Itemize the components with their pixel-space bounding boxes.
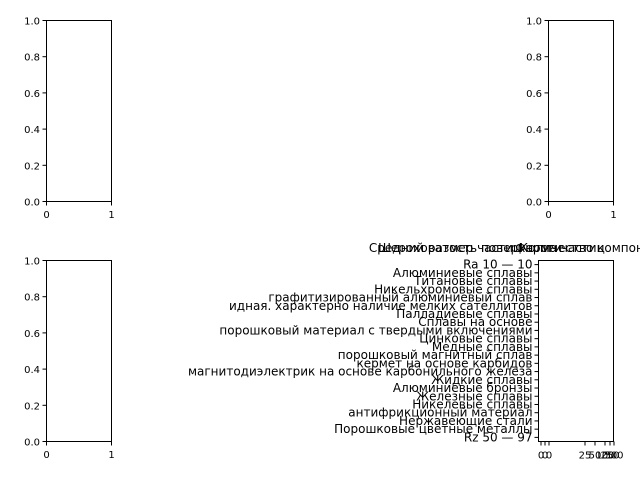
y-tick-label: кермет на основе карбидов bbox=[356, 356, 532, 370]
y-tick-label: 0.4 bbox=[24, 365, 40, 376]
x-tick-label: 500 bbox=[604, 451, 623, 462]
axes-top-right: 0 1 0.0 0.2 0.4 0.6 0.8 1.0 bbox=[526, 17, 617, 222]
y-tick-label: 0.2 bbox=[526, 161, 542, 172]
y-tick-label: 0.8 bbox=[24, 293, 40, 304]
y-tick-label: 0.0 bbox=[24, 198, 40, 209]
chart-titles: Средний размер частиц Шероховатость пове… bbox=[369, 241, 640, 255]
y-tick-label: 1.0 bbox=[24, 17, 40, 28]
y-tick-label: Цинковые сплавы bbox=[419, 332, 532, 346]
x-tick-label: 1 bbox=[108, 210, 114, 221]
y-tick-label: 0.6 bbox=[24, 89, 40, 100]
y-tick-labels: 0.0 0.2 0.4 0.6 0.8 1.0 bbox=[526, 17, 549, 209]
x-tick-label: 25 bbox=[579, 451, 592, 462]
x-tick-label: 0 bbox=[43, 210, 49, 221]
y-tick-label: идная. характерно наличие мелких сателли… bbox=[229, 299, 533, 313]
axes-frame bbox=[538, 260, 614, 442]
y-tick-label: 0.2 bbox=[24, 401, 40, 412]
y-tick-label: 0.0 bbox=[24, 438, 40, 449]
y-tick-label: Порошковые цветные металлы bbox=[334, 422, 532, 436]
y-tick-label: 0.4 bbox=[526, 125, 542, 136]
y-tick-label: Нержавеющие стали bbox=[399, 414, 532, 428]
y-tick-label: Никелевые сплавы bbox=[412, 397, 532, 411]
y-tick-label: порошковый материал с твердыми включения… bbox=[219, 323, 532, 337]
y-tick-label: 0.8 bbox=[526, 53, 542, 64]
axes-bottom-left: 0 1 0.0 0.2 0.4 0.6 0.8 1.0 bbox=[24, 257, 115, 462]
axes-frame bbox=[548, 20, 614, 202]
y-tick-label: 1.0 bbox=[526, 17, 542, 28]
chart-title: Количество компонентов bbox=[520, 241, 640, 255]
chart-title: Форма частиц bbox=[515, 241, 605, 255]
x-tick-label: 0 bbox=[542, 451, 548, 462]
chart-title: Шероховатость поверхности bbox=[378, 241, 562, 255]
x-tick-label: 100 bbox=[595, 451, 614, 462]
y-tick-label: Сплавы на основе bbox=[418, 315, 532, 329]
y-tick-label: графитизированный алюминиевый сплав bbox=[268, 291, 532, 305]
x-tick-labels: 0 1 bbox=[43, 201, 115, 221]
x-tick-label: 0 bbox=[546, 451, 552, 462]
y-tick-label: Ra 10 — 10 bbox=[463, 258, 532, 272]
x-tick-labels: 0 1 bbox=[545, 201, 617, 221]
axes-top-left: 0 1 0.0 0.2 0.4 0.6 0.8 1.0 bbox=[24, 17, 115, 222]
y-tick-label: 0.6 bbox=[526, 89, 542, 100]
x-tick-label: 250 bbox=[600, 451, 619, 462]
y-tick-label: 0.4 bbox=[24, 125, 40, 136]
y-tick-label: Алюминиевые сплавы bbox=[393, 266, 533, 280]
y-tick-label: 0.6 bbox=[24, 329, 40, 340]
y-tick-label: Медные сплавы bbox=[432, 340, 533, 354]
y-tick-label: 0.0 bbox=[526, 198, 542, 209]
axes-frame bbox=[46, 260, 112, 442]
y-tick-label: Никельхромовые сплавы bbox=[374, 282, 532, 296]
y-tick-label: Rz 50 — 97 bbox=[464, 430, 533, 444]
y-tick-label: Алюминиевые бронзы bbox=[393, 381, 533, 395]
y-tick-label: порошковый магнитный сплав bbox=[338, 348, 533, 362]
y-tick-label: 0.2 bbox=[24, 161, 40, 172]
x-tick-label: 0 bbox=[43, 450, 49, 461]
x-tick-label: 0 bbox=[538, 451, 544, 462]
x-tick-labels: 0 1 bbox=[43, 441, 115, 461]
y-tick-label: 0.8 bbox=[24, 53, 40, 64]
y-tick-label: 1.0 bbox=[24, 257, 40, 268]
chart-title: Средний размер частиц bbox=[369, 241, 521, 255]
x-tick-label: 50 bbox=[589, 451, 602, 462]
axes-frame bbox=[46, 20, 112, 202]
x-tick-label: 0 bbox=[545, 210, 551, 221]
y-tick-label: магнитодиэлектрик на основе карбонильног… bbox=[188, 365, 533, 379]
y-tick-labels: 0.0 0.2 0.4 0.6 0.8 1.0 bbox=[24, 17, 47, 209]
x-tick-label: 1 bbox=[108, 450, 114, 461]
y-tick-label: Жидкие сплавы bbox=[431, 373, 532, 387]
axes-bottom-right: Средний размер частиц Шероховатость пове… bbox=[188, 241, 640, 462]
y-tick-label: Железные сплавы bbox=[416, 389, 532, 403]
y-tick-label: Палладиевые сплавы bbox=[396, 307, 532, 321]
y-tick-label: антифрикционный материал bbox=[348, 406, 532, 420]
y-tick-label: Титановые сплавы bbox=[413, 274, 532, 288]
x-tick-label: 1 bbox=[610, 210, 616, 221]
y-tick-labels: 0.0 0.2 0.4 0.6 0.8 1.0 bbox=[24, 257, 47, 449]
